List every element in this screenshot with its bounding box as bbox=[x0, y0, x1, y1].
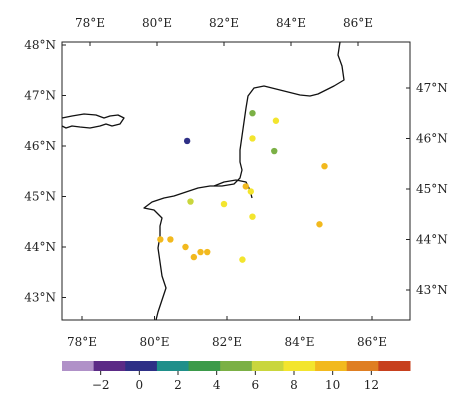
colorbar-segment bbox=[346, 361, 379, 371]
left-lat-label: 48°N bbox=[24, 38, 56, 52]
bottom-longitude-labels: 78°E 80°E 82°E 84°E 86°E bbox=[67, 335, 387, 349]
colorbar-tick-label: 2 bbox=[174, 378, 182, 392]
station-point bbox=[316, 221, 323, 228]
station-point bbox=[247, 188, 254, 195]
station-point bbox=[249, 109, 256, 117]
right-lat-label: 43°N bbox=[416, 283, 448, 297]
right-lat-label: 47°N bbox=[416, 81, 448, 95]
colorbar-segment bbox=[220, 361, 253, 371]
axis-ticks bbox=[62, 42, 410, 320]
colorbar-segment bbox=[315, 361, 348, 371]
colorbar-tick-label: −2 bbox=[92, 378, 110, 392]
right-latitude-labels: 47°N 46°N 45°N 44°N 43°N bbox=[416, 81, 448, 297]
island-outline bbox=[61, 113, 125, 129]
colorbar-tick-label: 8 bbox=[290, 378, 298, 392]
colorbar-segment bbox=[188, 361, 221, 371]
right-lat-label: 46°N bbox=[416, 132, 448, 146]
left-lat-label: 47°N bbox=[24, 89, 56, 103]
bottom-lon-label: 82°E bbox=[212, 335, 242, 349]
right-lat-label: 45°N bbox=[416, 182, 448, 196]
colorbar-segment bbox=[62, 361, 95, 371]
station-point bbox=[157, 236, 164, 243]
colorbar-segment bbox=[378, 361, 411, 371]
top-lon-label: 80°E bbox=[142, 16, 172, 30]
station-point bbox=[187, 198, 194, 205]
left-lat-label: 46°N bbox=[24, 139, 56, 153]
bottom-lon-label: 80°E bbox=[139, 335, 169, 349]
station-point bbox=[272, 117, 280, 124]
colorbar-segment bbox=[283, 361, 316, 371]
top-lon-label: 86°E bbox=[343, 16, 373, 30]
colorbar-tick-label: 0 bbox=[136, 378, 144, 392]
station-point bbox=[182, 243, 189, 251]
station-point bbox=[321, 163, 328, 170]
colorbar-tick-label: 12 bbox=[364, 378, 379, 392]
left-lat-label: 43°N bbox=[24, 291, 56, 305]
colorbar-tick-labels: −2 0 2 4 6 8 10 12 bbox=[92, 378, 379, 392]
station-point bbox=[271, 147, 278, 155]
top-longitude-labels: 78°E 80°E 82°E 84°E 86°E bbox=[75, 16, 373, 30]
bottom-lon-label: 84°E bbox=[284, 335, 314, 349]
colorbar-tick-label: 6 bbox=[252, 378, 260, 392]
station-point bbox=[197, 248, 204, 256]
colorbar-segment bbox=[93, 361, 126, 371]
colorbar-segment bbox=[156, 361, 190, 371]
station-point bbox=[204, 248, 211, 256]
colorbar bbox=[62, 361, 411, 375]
colorbar-tick-label: 4 bbox=[213, 378, 221, 392]
station-point bbox=[183, 137, 191, 145]
station-points bbox=[157, 109, 328, 263]
bottom-lon-label: 78°E bbox=[67, 335, 97, 349]
station-point bbox=[242, 183, 249, 190]
bottom-lon-label: 86°E bbox=[357, 335, 387, 349]
station-point bbox=[190, 253, 198, 261]
station-point bbox=[220, 200, 228, 208]
map-frame bbox=[61, 41, 411, 321]
left-lat-label: 45°N bbox=[24, 190, 56, 204]
colorbar-tick-label: 10 bbox=[325, 378, 340, 392]
colorbar-segment bbox=[125, 361, 158, 371]
top-lon-label: 84°E bbox=[276, 16, 306, 30]
station-point bbox=[249, 213, 256, 220]
station-point bbox=[239, 256, 246, 263]
station-point bbox=[167, 236, 174, 243]
right-lat-label: 44°N bbox=[416, 233, 448, 247]
colorbar-segment bbox=[251, 361, 284, 371]
left-lat-label: 44°N bbox=[24, 240, 56, 254]
top-lon-label: 82°E bbox=[209, 16, 239, 30]
station-point bbox=[249, 135, 256, 142]
left-latitude-labels: 48°N 47°N 46°N 45°N 44°N 43°N bbox=[24, 38, 56, 305]
top-lon-label: 78°E bbox=[75, 16, 105, 30]
